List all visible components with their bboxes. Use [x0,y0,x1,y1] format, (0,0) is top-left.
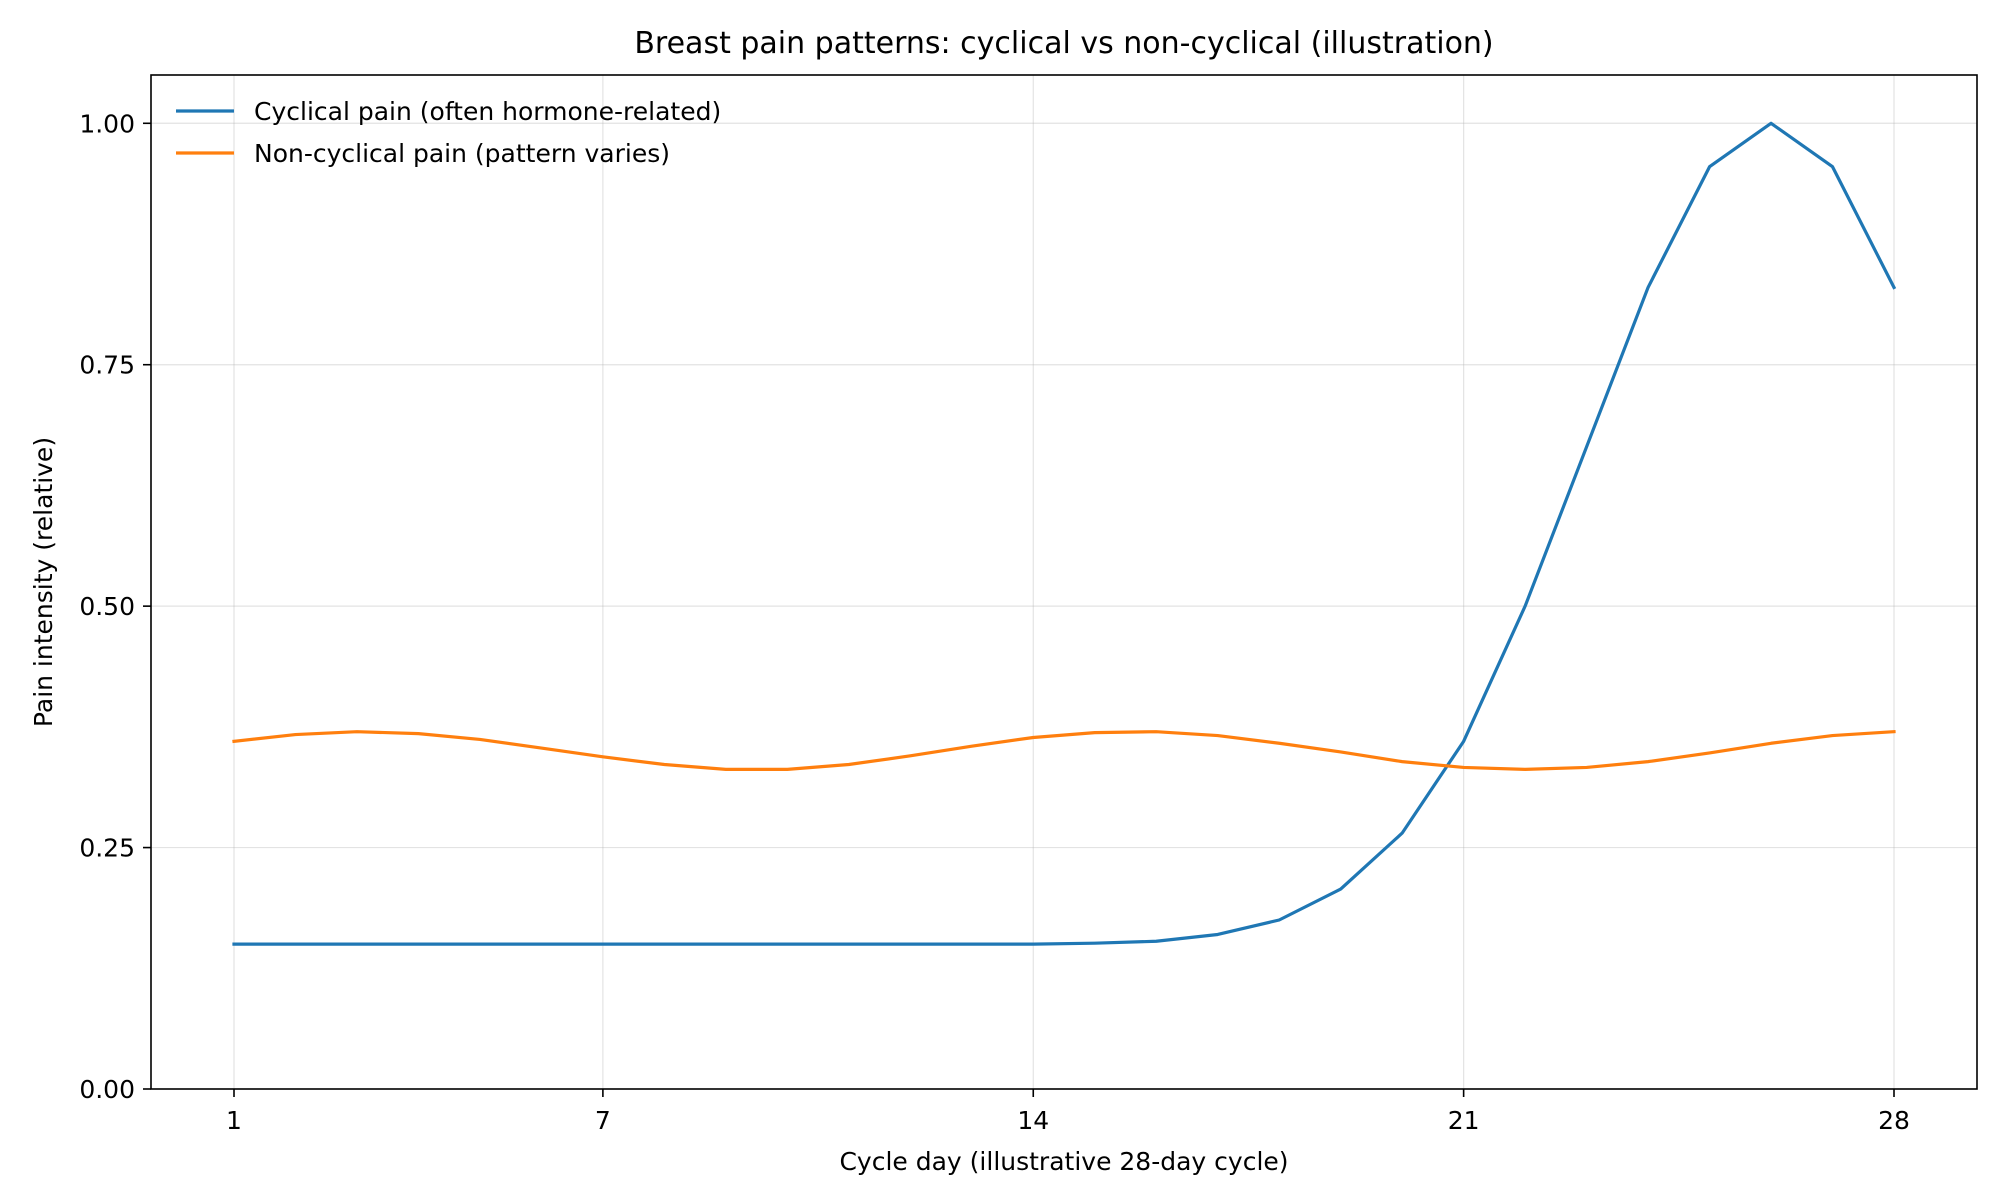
x-tick-label: 28 [1878,1106,1910,1135]
x-tick-label: 1 [226,1106,242,1135]
y-tick-label: 0.25 [79,834,135,863]
x-tick-label: 14 [1017,1106,1049,1135]
y-tick-label: 0.50 [79,592,135,621]
series-line-2 [232,729,1896,771]
series-line-1 [232,121,1897,946]
y-axis-label: Pain intensity (relative) [29,437,58,727]
x-axis: 1 7 14 21 28 [226,1089,1910,1135]
legend-label-1: Cyclical pain (often hormone-related) [254,97,721,126]
legend-label-2: Non-cyclical pain (pattern varies) [254,139,670,168]
grid [151,75,1977,1090]
chart-title: Breast pain patterns: cyclical vs non-cy… [634,26,1493,61]
y-tick-label: 1.00 [79,109,135,138]
y-axis: 0.00 0.25 0.50 0.75 1.00 [79,109,151,1104]
y-tick-label: 0.00 [79,1075,135,1104]
plot-frame [150,74,1978,1090]
x-tick-label: 7 [595,1106,611,1135]
series-layer [232,121,1897,946]
x-tick-label: 21 [1448,1106,1480,1135]
y-tick-label: 0.75 [79,351,135,380]
x-axis-label: Cycle day (illustrative 28-day cycle) [839,1147,1288,1176]
legend: Cyclical pain (often hormone-related) Non… [176,97,721,168]
